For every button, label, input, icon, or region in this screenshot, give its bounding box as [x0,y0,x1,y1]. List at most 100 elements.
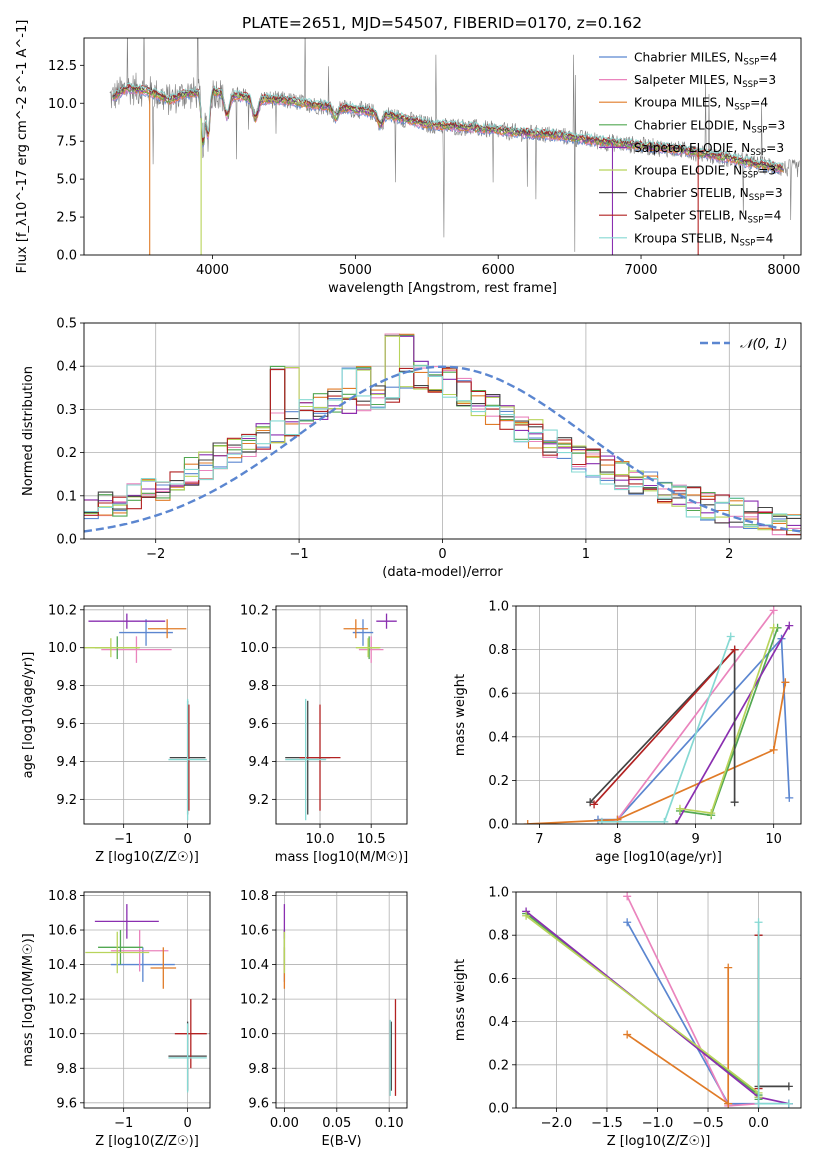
tick-label-y: 9.6 [56,1096,77,1111]
tick-label-y: 0.2 [56,446,77,461]
plot-area [283,904,397,1096]
tick-label-x: 1 [582,547,590,562]
legend-entry: Chabrier MILES, NSSP=4 [634,51,778,68]
mass-weight-marker [724,963,733,972]
mass-weight-marker [523,820,532,824]
tick-label-x: 10.0 [306,832,335,847]
panel-mass-vs-Z: −1 0 9.6 9.8 10.0 10.2 10.4 10.6 10.8 Z [log10(Z/… [21,889,211,1149]
tick-label-x: 0.00 [270,1116,299,1131]
tick-label-y: 0.8 [488,929,509,944]
mass-weight-marker [754,1099,763,1108]
mass-weight-marker [785,793,794,802]
axes-frame [515,605,802,825]
residual-histogram [84,365,801,528]
tick-label-x: −2 [146,547,165,562]
plot-area [84,613,207,821]
mass-weight-marker [707,809,716,818]
tick-label-x: 0 [183,1116,191,1131]
axes-frame [83,891,211,1109]
mass-weight-marker [754,918,763,927]
x-axis-label: E(B-V) [321,1134,361,1149]
panel-age-vs-mass: 10.0 10.5 9.2 9.4 9.6 9.8 10.0 10.2 mass [log10(… [240,603,408,865]
tick-label-y: 10.4 [240,958,269,973]
mass-weight-marker [590,800,599,809]
x-axis-label: Z [log10(Z/Z☉)] [95,850,199,865]
x-axis-label: age [log10(age/yr)] [595,850,722,865]
mass-weight-marker [675,804,684,813]
mass-weight-marker [730,645,739,654]
tick-label-y: 9.8 [56,1062,77,1077]
tick-label-x: 8 [613,832,621,847]
axes-frame [275,891,408,1109]
panel-massweight-vs-Z: −2.0 −1.5 −1.0 −0.5 0.0 0.0 0.2 0.4 0.6 0.8 1.0 Z [… [453,886,802,1149]
axes-frame [83,322,802,540]
tick-label-y: 9.8 [248,1062,269,1077]
tick-label-y: 10.8 [48,889,77,904]
tick-label-x: 10.5 [357,832,386,847]
tick-label-y: 9.6 [248,717,269,732]
tick-label-x: −1.5 [591,1116,623,1131]
tick-label-y: 10.6 [48,924,77,939]
mass-weight-marker [672,820,681,824]
tick-label-x: 6000 [482,263,515,278]
mass-weight-marker [730,798,739,807]
tick-label-x: −0.5 [692,1116,724,1131]
tick-label-y: 0.0 [56,533,77,548]
mass-weight-marker [623,1030,632,1039]
tick-label-x: −1 [290,547,309,562]
tick-label-x: −2.0 [541,1116,573,1131]
tick-label-x: −1.0 [642,1116,674,1131]
tick-label-y: 10.0 [240,1027,269,1042]
x-axis-label: mass [log10(M/M☉)] [275,850,408,865]
plot-area [522,892,793,1108]
tick-label-y: 0.5 [56,317,77,332]
mass-weight-marker [781,678,790,687]
y-axis-label: Flux [f_λ10^-17 erg cm^-2 s^-1 A^-1] [15,20,30,274]
tick-label-y: 1.0 [488,600,509,615]
tick-label-y: 9.4 [56,755,77,770]
panel-age-vs-Z: −1 0 9.2 9.4 9.6 9.8 10.0 10.2 Z [log10(Z/Z☉)] ag… [21,603,211,865]
tick-label-y: 0.0 [488,1102,509,1117]
panel-spectrum: 4000 5000 6000 7000 8000 0.0 2.5 5.0 7.5 10.0 12.5… [15,20,802,296]
tick-label-y: 0.1 [56,489,77,504]
tick-label-y: 10.2 [48,603,77,618]
tick-label-y: 0.2 [488,774,509,789]
mass-weight-line [527,682,787,824]
tick-label-y: 0.3 [56,403,77,418]
x-axis-label: wavelength [Angstrom, rest frame] [328,281,557,296]
y-axis-label: age [log10(age/yr)] [21,652,36,779]
legend-entry: Chabrier STELIB, NSSP=3 [634,186,783,203]
mass-weight-line [626,895,759,1107]
tick-label-x: 0 [438,547,446,562]
panel-massweight-vs-age: 7 8 9 10 0.0 0.2 0.4 0.6 0.8 1.0 age [log10(age/yr… [453,600,802,865]
tick-label-y: 12.5 [48,59,77,74]
mass-weight-marker [769,623,778,632]
tick-label-y: 0.8 [488,643,509,658]
tick-label-y: 9.2 [248,793,269,808]
legend: 𝒩(0, 1) [700,337,787,352]
mass-weight-marker [769,606,778,615]
grid [276,892,407,1108]
y-axis-label: Normed distribution [21,366,36,496]
normal-curve [84,365,801,533]
tick-label-y: 10.4 [48,958,77,973]
tick-label-y: 7.5 [56,135,77,150]
mass-weight-marker [660,817,669,824]
tick-label-x: −1 [114,832,133,847]
y-axis-label: mass weight [453,674,468,756]
tick-label-y: 2.5 [56,211,77,226]
tick-label-y: 10.0 [48,1027,77,1042]
x-axis-label: (data-model)/error [382,565,503,580]
tick-label-y: 9.4 [248,755,269,770]
x-axis-label: Z [log10(Z/Z☉)] [607,1134,711,1149]
legend-entry: Kroupa ELODIE, NSSP=3 [634,164,776,181]
legend-entry: Chabrier ELODIE, NSSP=3 [634,118,785,135]
plot-area [85,904,207,1093]
tick-label-y: 0.0 [56,249,77,264]
panels: 4000 5000 6000 7000 80000.02.55.07.510.012.5… [15,20,802,1149]
tick-label-x: −1 [114,1116,133,1131]
mass-weight-line [601,636,732,823]
tick-label-x: 0.10 [375,1116,404,1131]
tick-label-y: 10.2 [48,993,77,1008]
